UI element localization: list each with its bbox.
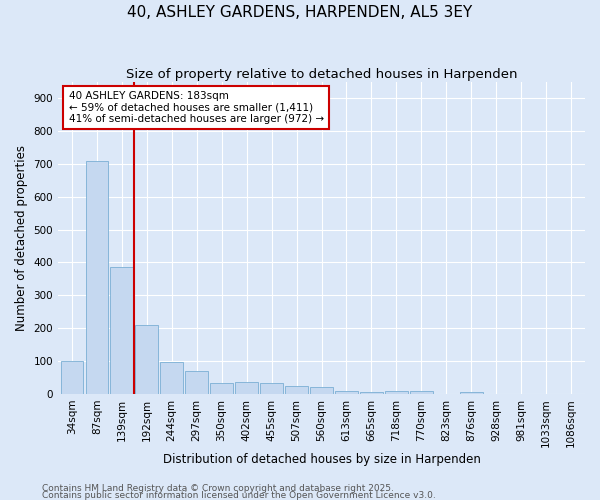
Y-axis label: Number of detached properties: Number of detached properties bbox=[15, 145, 28, 331]
Bar bbox=[110, 268, 133, 394]
Bar bbox=[286, 386, 308, 394]
Bar bbox=[136, 325, 158, 394]
Bar bbox=[410, 390, 433, 394]
Bar bbox=[185, 371, 208, 394]
Bar bbox=[61, 361, 83, 394]
Bar bbox=[385, 390, 407, 394]
Bar bbox=[360, 392, 383, 394]
Bar bbox=[211, 383, 233, 394]
Bar bbox=[335, 392, 358, 394]
Bar bbox=[310, 386, 333, 394]
Text: Contains HM Land Registry data © Crown copyright and database right 2025.: Contains HM Land Registry data © Crown c… bbox=[42, 484, 394, 493]
Bar bbox=[260, 383, 283, 394]
Bar bbox=[86, 160, 108, 394]
Bar bbox=[460, 392, 482, 394]
X-axis label: Distribution of detached houses by size in Harpenden: Distribution of detached houses by size … bbox=[163, 453, 481, 466]
Bar bbox=[235, 382, 258, 394]
Text: 40 ASHLEY GARDENS: 183sqm
← 59% of detached houses are smaller (1,411)
41% of se: 40 ASHLEY GARDENS: 183sqm ← 59% of detac… bbox=[68, 91, 324, 124]
Bar bbox=[160, 362, 183, 394]
Title: Size of property relative to detached houses in Harpenden: Size of property relative to detached ho… bbox=[126, 68, 517, 80]
Text: Contains public sector information licensed under the Open Government Licence v3: Contains public sector information licen… bbox=[42, 491, 436, 500]
Text: 40, ASHLEY GARDENS, HARPENDEN, AL5 3EY: 40, ASHLEY GARDENS, HARPENDEN, AL5 3EY bbox=[127, 5, 473, 20]
